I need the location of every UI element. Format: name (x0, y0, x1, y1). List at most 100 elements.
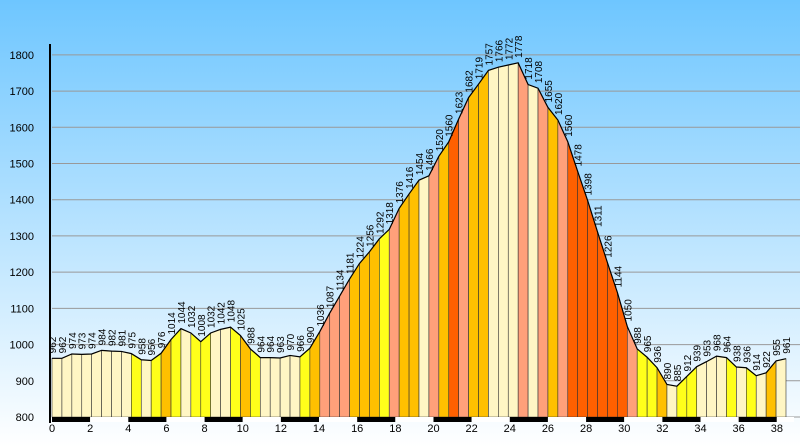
data-label: 936 (742, 346, 753, 363)
profile-segment (329, 294, 340, 418)
data-label: 963 (276, 336, 287, 353)
data-label: 964 (266, 335, 277, 352)
data-label: 973 (78, 332, 89, 349)
profile-segment (190, 332, 202, 418)
profile-segment (388, 208, 400, 418)
distance-bar (776, 417, 794, 422)
data-label: 1144 (613, 265, 624, 287)
y-tick-label: 1800 (10, 50, 34, 62)
x-tick-label: 16 (351, 423, 363, 435)
x-tick-label: 30 (618, 423, 630, 435)
data-label: 1224 (355, 236, 366, 259)
y-tick-label: 1600 (10, 122, 34, 134)
data-label: 982 (108, 329, 119, 346)
profile-segment (61, 353, 73, 418)
profile-segment (438, 140, 450, 418)
data-label: 956 (147, 338, 158, 355)
x-tick-label: 32 (656, 423, 668, 435)
y-tick-label: 1200 (10, 267, 34, 279)
data-label: 1623 (455, 91, 466, 114)
data-label: 1682 (465, 70, 476, 93)
profile-segment (269, 357, 281, 418)
x-tick-label: 36 (733, 423, 745, 435)
data-label: 1520 (435, 129, 446, 152)
distance-bar (90, 417, 129, 422)
data-label: 1044 (177, 301, 188, 324)
x-tick-label: 18 (389, 423, 401, 435)
data-label: 962 (58, 336, 69, 353)
data-label: 1560 (564, 114, 575, 137)
distance-bar (624, 417, 663, 422)
data-label: 1050 (623, 299, 634, 322)
x-tick-label: 14 (313, 423, 325, 435)
profile-segment (220, 326, 231, 418)
x-tick-label: 8 (202, 423, 208, 435)
profile-segment (696, 361, 707, 418)
data-label: 984 (98, 328, 109, 345)
x-tick-label: 26 (542, 423, 554, 435)
data-label: 981 (117, 329, 128, 346)
profile-segment (478, 69, 489, 418)
data-label: 912 (683, 354, 694, 371)
distance-bar (395, 417, 434, 422)
data-label: 1311 (594, 205, 605, 227)
profile-segment (349, 262, 360, 418)
data-label: 953 (703, 339, 714, 356)
profile-segment (458, 97, 469, 418)
y-tick-label: 1400 (10, 195, 34, 207)
data-label: 939 (693, 345, 704, 362)
data-label: 1398 (584, 173, 595, 196)
data-label: 1292 (375, 211, 386, 234)
distance-bar (128, 417, 167, 422)
profile-segment (636, 348, 648, 418)
data-label: 914 (752, 354, 763, 371)
data-label: 958 (137, 338, 148, 355)
profile-segment (666, 384, 678, 418)
x-tick-label: 12 (275, 423, 287, 435)
data-label: 1032 (187, 305, 198, 328)
y-tick-label: 1500 (10, 159, 34, 171)
profile-segment (587, 200, 598, 418)
data-label: 1708 (534, 60, 545, 83)
x-tick-label: 2 (87, 423, 93, 435)
data-label: 974 (68, 332, 79, 349)
profile-segment (279, 355, 291, 418)
data-label: 966 (296, 335, 307, 352)
profile-segment (81, 353, 92, 418)
profile-segment (448, 118, 459, 418)
data-label: 1032 (207, 305, 218, 328)
data-label: 955 (772, 339, 783, 356)
distance-bar (166, 417, 205, 422)
data-label: 1560 (445, 114, 456, 137)
profile-segment (259, 357, 271, 418)
profile-segment (111, 350, 122, 418)
profile-segment (775, 358, 787, 418)
x-tick-label: 34 (694, 423, 706, 435)
profile-segment (230, 326, 241, 418)
x-tick-label: 38 (771, 423, 783, 435)
data-label: 976 (157, 331, 168, 348)
data-label: 1087 (326, 285, 337, 308)
data-label: 964 (722, 335, 733, 352)
data-label: 1757 (484, 43, 495, 66)
profile-segment (498, 64, 509, 418)
data-label: 962 (48, 336, 59, 353)
data-label: 1454 (415, 152, 426, 175)
profile-segment (527, 84, 539, 418)
data-label: 1014 (167, 312, 178, 335)
data-label: 975 (127, 332, 138, 349)
distance-bar (547, 417, 587, 422)
data-label: 1719 (475, 57, 486, 80)
data-label: 988 (246, 327, 257, 344)
x-tick-label: 22 (466, 423, 478, 435)
profile-segment (289, 355, 301, 418)
x-tick-label: 6 (163, 423, 169, 435)
data-label: 1134 (336, 269, 347, 291)
profile-segment (359, 251, 370, 418)
profile-segment (398, 192, 410, 418)
profile-segment (577, 171, 588, 418)
y-tick-label: 800 (16, 412, 34, 424)
profile-segment (150, 352, 162, 418)
y-tick-label: 1100 (10, 303, 34, 315)
